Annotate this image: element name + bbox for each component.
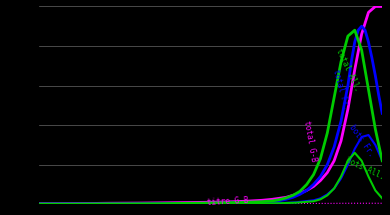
Text: total All.: total All. (334, 47, 362, 93)
Text: total Fr.: total Fr. (331, 68, 351, 111)
Text: titre G-B: titre G-B (207, 196, 249, 207)
Text: bots Fr.: bots Fr. (347, 123, 376, 159)
Text: bots All.: bots All. (344, 156, 386, 181)
Text: total G-B: total G-B (302, 120, 318, 162)
